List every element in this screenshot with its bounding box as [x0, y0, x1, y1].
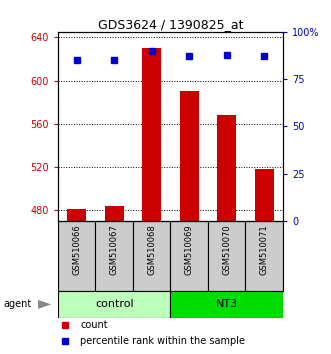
Bar — [105, 206, 123, 221]
Bar — [255, 169, 274, 221]
Text: GSM510066: GSM510066 — [72, 224, 81, 275]
Text: GSM510070: GSM510070 — [222, 224, 231, 275]
Bar — [208, 221, 246, 291]
Bar — [133, 221, 170, 291]
Title: GDS3624 / 1390825_at: GDS3624 / 1390825_at — [98, 18, 243, 31]
Text: NT3: NT3 — [216, 299, 238, 309]
Text: GSM510067: GSM510067 — [110, 224, 119, 275]
Text: control: control — [95, 299, 133, 309]
Text: GSM510071: GSM510071 — [260, 224, 269, 275]
Text: percentile rank within the sample: percentile rank within the sample — [80, 336, 245, 347]
Bar — [180, 91, 199, 221]
Text: GSM510069: GSM510069 — [185, 224, 194, 275]
Bar — [58, 221, 95, 291]
Bar — [142, 48, 161, 221]
Bar — [217, 115, 236, 221]
Bar — [58, 291, 170, 318]
Bar — [67, 209, 86, 221]
Bar — [170, 221, 208, 291]
Bar — [170, 291, 283, 318]
Text: count: count — [80, 320, 108, 330]
Text: agent: agent — [3, 299, 31, 309]
Polygon shape — [38, 300, 51, 309]
Text: GSM510068: GSM510068 — [147, 224, 156, 275]
Bar — [95, 221, 133, 291]
Bar — [246, 221, 283, 291]
